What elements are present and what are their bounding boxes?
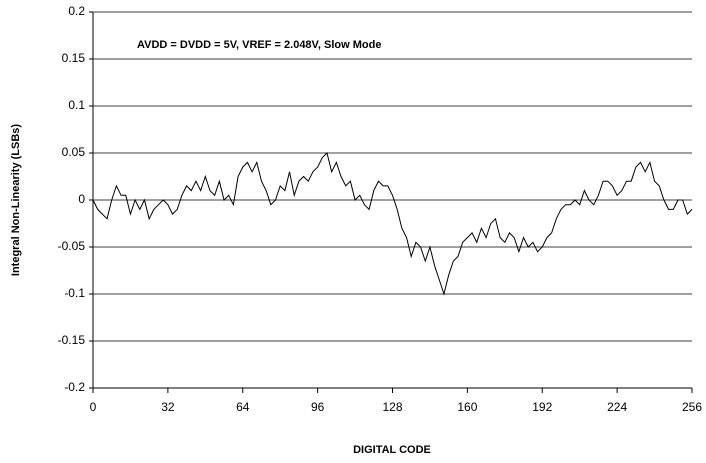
x-tick-label: 32 [161, 400, 175, 414]
y-tick-label: -0.05 [58, 239, 86, 253]
y-axis-label: Integral Non-Linearity (LSBs) [10, 124, 22, 277]
x-tick-label: 0 [90, 400, 97, 414]
x-tick-label: 96 [311, 400, 325, 414]
y-tick-label: 0.05 [62, 145, 86, 159]
y-tick-label: 0.2 [68, 4, 85, 18]
x-axis-label: DIGITAL CODE [353, 444, 431, 456]
x-tick-label: 128 [382, 400, 402, 414]
x-tick-label: 256 [682, 400, 702, 414]
y-tick-label: 0 [78, 192, 85, 206]
x-tick-label: 160 [457, 400, 477, 414]
y-tick-label: 0.1 [68, 98, 85, 112]
data-line [92, 152, 693, 296]
y-tick-label: 0.15 [62, 51, 86, 65]
x-tick-label: 224 [607, 400, 627, 414]
y-tick-label: -0.15 [58, 333, 86, 347]
x-tick-label: 64 [236, 400, 250, 414]
annotation: AVDD = DVDD = 5V, VREF = 2.048V, Slow Mo… [137, 39, 381, 51]
y-tick-label: -0.2 [64, 380, 85, 394]
x-tick-label: 192 [532, 400, 552, 414]
y-tick-label: -0.1 [64, 286, 85, 300]
